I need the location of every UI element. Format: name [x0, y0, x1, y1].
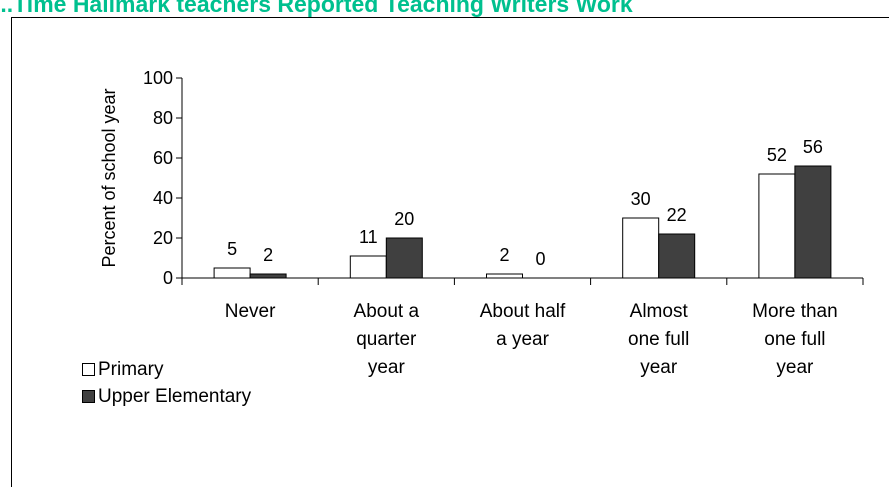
chart-frame	[11, 17, 889, 487]
x-tick-label: More than one full year	[752, 301, 838, 378]
data-label: 22	[667, 205, 687, 225]
bar	[622, 217, 660, 279]
data-label: 2	[499, 245, 509, 265]
data-label: 0	[535, 249, 545, 269]
bar	[758, 173, 796, 279]
legend-swatch-primary	[82, 363, 95, 376]
legend-item-primary: Primary	[82, 356, 251, 383]
legend-label-upper-elementary: Upper Elementary	[98, 385, 252, 407]
x-tick-label: Almost one full year	[628, 301, 689, 378]
x-tick-label: About half a year	[480, 301, 566, 350]
legend: Primary Upper Elementary	[82, 356, 251, 410]
y-tick-label: 20	[153, 228, 173, 248]
bars	[213, 165, 832, 279]
legend-label-primary: Primary	[98, 358, 164, 380]
y-tick-label: 60	[153, 148, 173, 168]
data-labels: 5 11 2 30 52 2 20 0 22 56	[227, 137, 823, 269]
data-label: 30	[631, 189, 651, 209]
legend-item-upper-elementary: Upper Elementary	[82, 383, 251, 410]
bar	[658, 233, 696, 279]
x-axis	[181, 277, 864, 285]
data-label: 5	[227, 239, 237, 259]
bar	[486, 273, 523, 279]
y-tick-label: 0	[163, 268, 173, 288]
y-tick-label: 100	[143, 68, 173, 88]
y-tick-label: 80	[153, 108, 173, 128]
data-label: 56	[803, 137, 823, 157]
x-tick-label: Never	[225, 301, 276, 322]
x-tick-label: About a quarter year	[354, 301, 420, 378]
data-label: 52	[767, 145, 787, 165]
x-tick-labels: Never About a quarter year About half a year A…	[225, 301, 838, 378]
legend-swatch-upper-elementary	[82, 390, 95, 403]
data-label: 2	[263, 245, 273, 265]
data-label: 20	[394, 209, 414, 229]
bar	[349, 255, 387, 279]
data-label: 11	[359, 227, 378, 247]
bar	[794, 165, 832, 279]
page-title: ...Time Hallmark teachers Reported Teach…	[0, 0, 633, 17]
bar	[385, 237, 423, 279]
bar	[249, 273, 287, 279]
bar	[213, 267, 251, 279]
y-axis-label: Percent of school year	[99, 88, 119, 267]
y-axis: 0 20 40 60 80 100	[143, 68, 183, 288]
y-tick-label: 40	[153, 188, 173, 208]
